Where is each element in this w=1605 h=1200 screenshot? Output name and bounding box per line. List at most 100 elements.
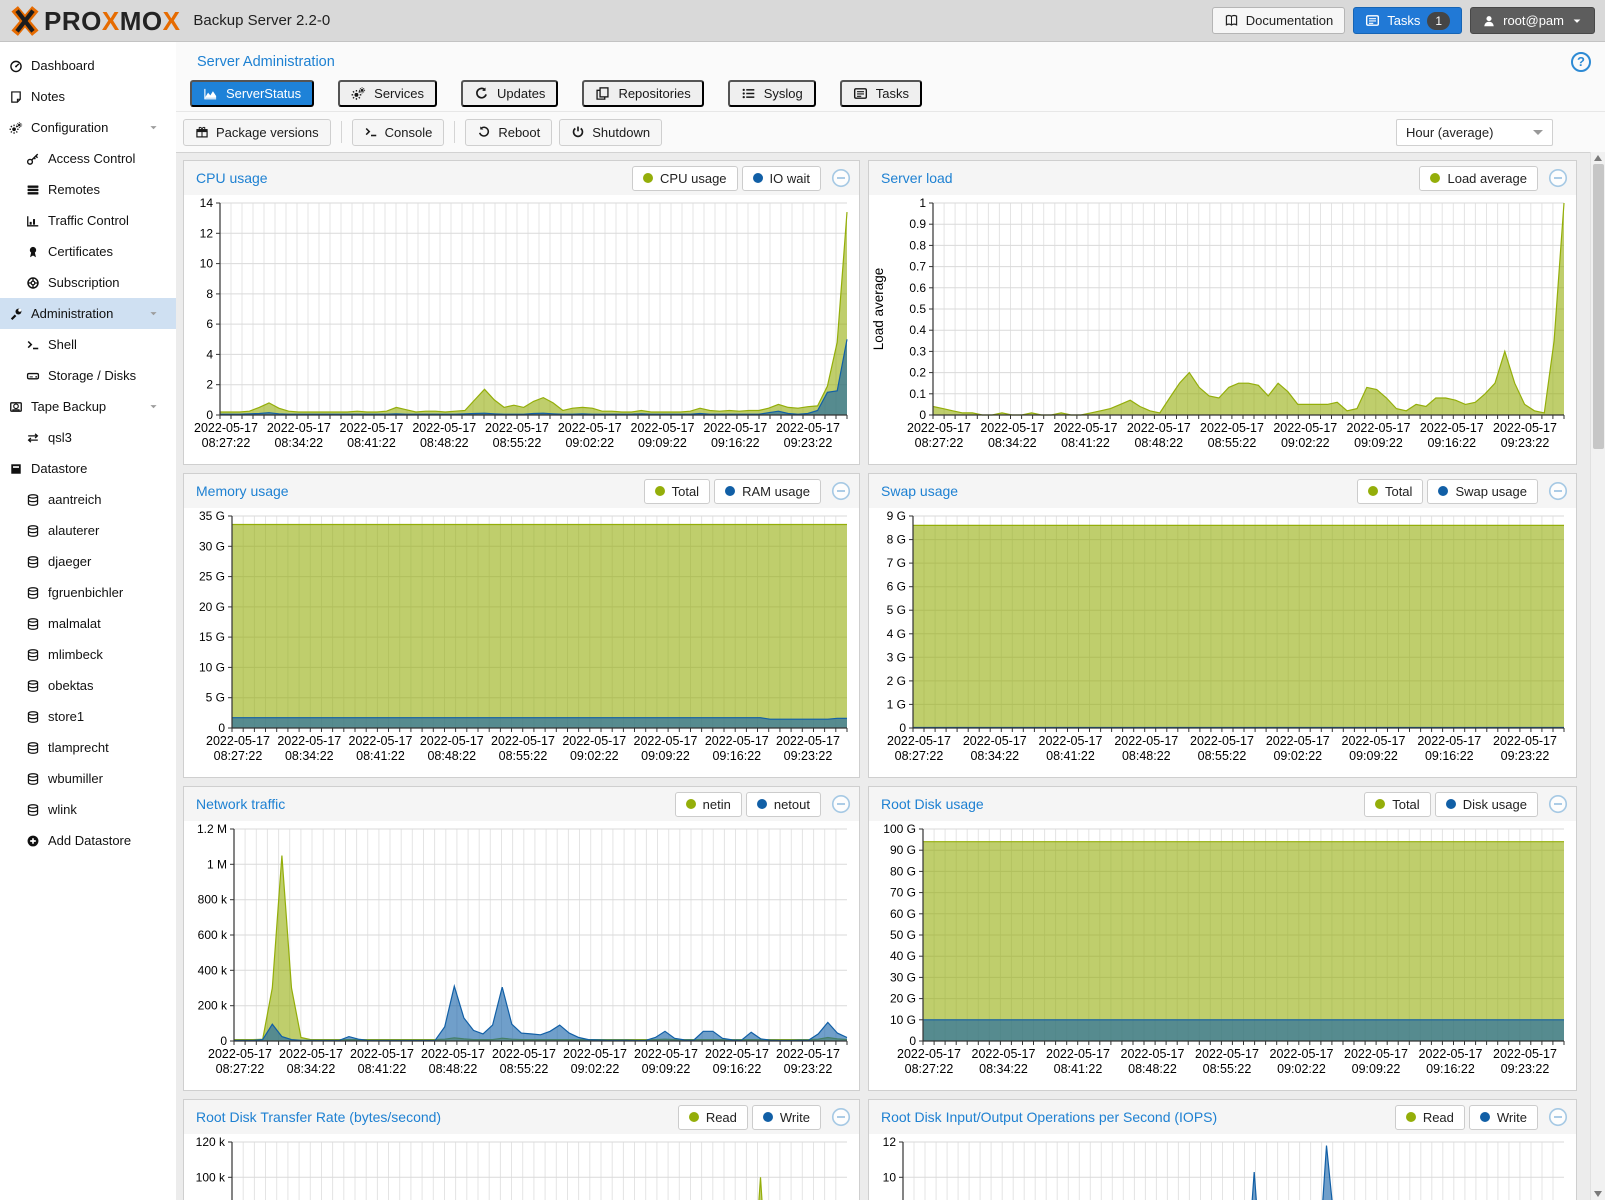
sidebar-item-obektas[interactable]: obektas bbox=[0, 670, 176, 701]
sidebar-item-wbumiller[interactable]: wbumiller bbox=[0, 763, 176, 794]
svg-text:08:27:22: 08:27:22 bbox=[216, 1062, 265, 1076]
sidebar-item-label: Datastore bbox=[31, 461, 87, 476]
collapse-chart-button[interactable] bbox=[831, 1107, 851, 1127]
root-disk-transfer-rate-chart: 020 k40 k60 k80 k100 k120 k2022-05-1708:… bbox=[184, 1134, 859, 1200]
expand-caret-icon[interactable] bbox=[148, 308, 167, 319]
svg-text:60 G: 60 G bbox=[890, 907, 916, 921]
legend-read-button[interactable]: Read bbox=[678, 1105, 748, 1130]
svg-text:08:55:22: 08:55:22 bbox=[1198, 749, 1247, 763]
svg-text:08:41:22: 08:41:22 bbox=[347, 436, 396, 450]
sidebar-item-tlamprecht[interactable]: tlamprecht bbox=[0, 732, 176, 763]
collapse-chart-button[interactable] bbox=[1548, 168, 1568, 188]
chart-bar-icon bbox=[26, 214, 40, 228]
tab-services[interactable]: Services bbox=[338, 80, 437, 107]
chart-title: Memory usage bbox=[196, 483, 289, 499]
user-menu-button[interactable]: root@pam bbox=[1470, 7, 1595, 34]
root-disk-usage-chart: 010 G20 G30 G40 G50 G60 G70 G80 G90 G100… bbox=[869, 821, 1576, 1090]
legend-ram-usage-button[interactable]: RAM usage bbox=[714, 479, 821, 504]
collapse-chart-button[interactable] bbox=[831, 168, 851, 188]
sidebar-item-traffic-control[interactable]: Traffic Control bbox=[0, 205, 176, 236]
svg-text:08:34:22: 08:34:22 bbox=[285, 749, 334, 763]
svg-text:08:48:22: 08:48:22 bbox=[429, 1062, 478, 1076]
legend-io-wait-button[interactable]: IO wait bbox=[742, 166, 821, 191]
tab-tasks[interactable]: Tasks bbox=[840, 80, 922, 107]
legend-cpu-usage-button[interactable]: CPU usage bbox=[632, 166, 737, 191]
sidebar-item-administration[interactable]: Administration bbox=[0, 298, 176, 329]
expand-caret-icon[interactable] bbox=[148, 122, 167, 133]
svg-text:0: 0 bbox=[909, 1034, 916, 1048]
minus-circle-icon bbox=[1548, 1107, 1568, 1127]
tab-updates[interactable]: Updates bbox=[461, 80, 558, 107]
minus-circle-icon bbox=[831, 168, 851, 188]
collapse-chart-button[interactable] bbox=[1548, 1107, 1568, 1127]
help-icon[interactable]: ? bbox=[1571, 52, 1591, 72]
sidebar-item-fgruenbichler[interactable]: fgruenbichler bbox=[0, 577, 176, 608]
legend-dot-icon bbox=[1438, 486, 1448, 496]
sidebar-item-remotes[interactable]: Remotes bbox=[0, 174, 176, 205]
legend-swap-usage-button[interactable]: Swap usage bbox=[1427, 479, 1538, 504]
scroll-up-arrow-icon[interactable] bbox=[1594, 155, 1602, 161]
scrollbar-thumb[interactable] bbox=[1593, 164, 1604, 449]
sidebar-item-wlink[interactable]: wlink bbox=[0, 794, 176, 825]
scroll-down-arrow-icon[interactable] bbox=[1594, 1191, 1602, 1197]
sidebar-item-djaeger[interactable]: djaeger bbox=[0, 546, 176, 577]
sidebar-item-add-datastore[interactable]: Add Datastore bbox=[0, 825, 176, 856]
sidebar-item-alauterer[interactable]: alauterer bbox=[0, 515, 176, 546]
svg-text:2022-05-17: 2022-05-17 bbox=[279, 1047, 343, 1061]
collapse-chart-button[interactable] bbox=[1548, 794, 1568, 814]
tab-label: Updates bbox=[497, 86, 545, 101]
sidebar-item-mlimbeck[interactable]: mlimbeck bbox=[0, 639, 176, 670]
sidebar-item-store1[interactable]: store1 bbox=[0, 701, 176, 732]
sidebar-item-label: malmalat bbox=[48, 616, 101, 631]
shutdown-button[interactable]: Shutdown bbox=[559, 119, 662, 146]
legend-disk-usage-button[interactable]: Disk usage bbox=[1435, 792, 1538, 817]
sidebar-item-notes[interactable]: Notes bbox=[0, 81, 176, 112]
svg-text:08:34:22: 08:34:22 bbox=[970, 749, 1019, 763]
legend-write-button[interactable]: Write bbox=[752, 1105, 821, 1130]
collapse-chart-button[interactable] bbox=[1548, 481, 1568, 501]
tab-syslog[interactable]: Syslog bbox=[728, 80, 816, 107]
svg-text:10: 10 bbox=[883, 1170, 897, 1184]
sidebar-item-shell[interactable]: Shell bbox=[0, 329, 176, 360]
collapse-chart-button[interactable] bbox=[831, 481, 851, 501]
legend-total-button[interactable]: Total bbox=[644, 479, 710, 504]
reboot-button[interactable]: Reboot bbox=[465, 119, 552, 146]
sidebar-item-configuration[interactable]: Configuration bbox=[0, 112, 176, 143]
legend-write-button[interactable]: Write bbox=[1469, 1105, 1538, 1130]
legend-label: Disk usage bbox=[1463, 797, 1527, 812]
sidebar-item-certificates[interactable]: Certificates bbox=[0, 236, 176, 267]
legend-total-button[interactable]: Total bbox=[1364, 792, 1430, 817]
svg-text:7 G: 7 G bbox=[887, 556, 906, 570]
legend-read-button[interactable]: Read bbox=[1395, 1105, 1465, 1130]
tab-bar: ServerStatus Services Updates Repositories S… bbox=[176, 75, 1605, 111]
documentation-button[interactable]: Documentation bbox=[1212, 7, 1345, 34]
legend-netout-button[interactable]: netout bbox=[746, 792, 821, 817]
expand-caret-icon[interactable] bbox=[148, 401, 167, 412]
tab-serverstatus[interactable]: ServerStatus bbox=[190, 80, 314, 107]
sidebar-item-qsl3[interactable]: qsl3 bbox=[0, 422, 176, 453]
svg-text:1: 1 bbox=[919, 196, 926, 210]
period-select[interactable]: Hour (average) bbox=[1396, 119, 1553, 146]
collapse-chart-button[interactable] bbox=[831, 794, 851, 814]
tab-repositories[interactable]: Repositories bbox=[582, 80, 703, 107]
svg-text:0.4: 0.4 bbox=[909, 323, 926, 337]
sidebar-item-datastore[interactable]: Datastore bbox=[0, 453, 176, 484]
tasks-button[interactable]: Tasks1 bbox=[1353, 7, 1462, 34]
svg-text:2022-05-17: 2022-05-17 bbox=[631, 421, 695, 435]
sidebar-item-dashboard[interactable]: Dashboard bbox=[0, 50, 176, 81]
sidebar-item-aantreich[interactable]: aantreich bbox=[0, 484, 176, 515]
legend-netin-button[interactable]: netin bbox=[675, 792, 742, 817]
svg-text:2022-05-17: 2022-05-17 bbox=[1493, 734, 1557, 748]
sidebar-item-subscription[interactable]: Subscription bbox=[0, 267, 176, 298]
sidebar-item-malmalat[interactable]: malmalat bbox=[0, 608, 176, 639]
console-button[interactable]: Console bbox=[352, 119, 445, 146]
sidebar-item-access-control[interactable]: Access Control bbox=[0, 143, 176, 174]
svg-text:08:55:22: 08:55:22 bbox=[500, 1062, 549, 1076]
legend-load-average-button[interactable]: Load average bbox=[1419, 166, 1538, 191]
sidebar-item-storage-disks[interactable]: Storage / Disks bbox=[0, 360, 176, 391]
sidebar-item-tape-backup[interactable]: Tape Backup bbox=[0, 391, 176, 422]
package-versions-button[interactable]: Package versions bbox=[183, 119, 331, 146]
vertical-scrollbar[interactable] bbox=[1590, 152, 1605, 1200]
svg-text:09:23:22: 09:23:22 bbox=[1501, 749, 1550, 763]
legend-total-button[interactable]: Total bbox=[1357, 479, 1423, 504]
